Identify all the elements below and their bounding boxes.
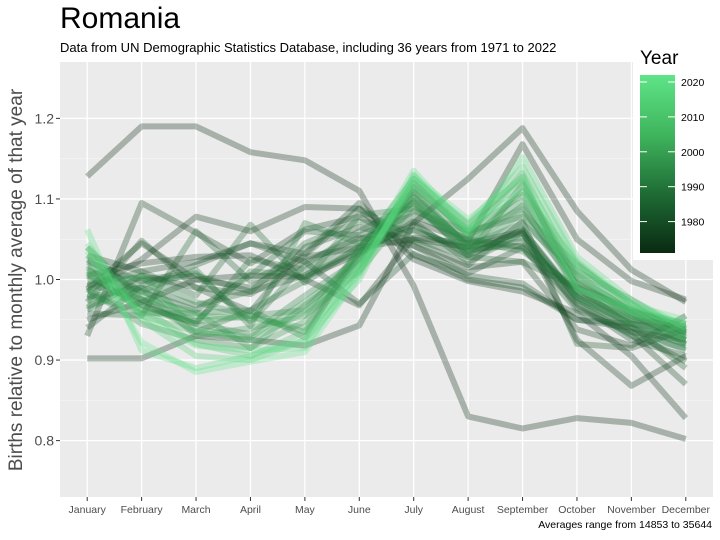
legend-tick-label: 1990	[681, 182, 705, 194]
series-line-1972	[87, 125, 688, 362]
series-line-1985	[86, 221, 687, 330]
series-line-2010	[85, 170, 688, 359]
y-tick-label: 0.9	[35, 352, 55, 368]
series-line-1991	[86, 208, 688, 347]
chart-title: Romania	[60, 2, 181, 35]
series-line-1983	[85, 212, 688, 365]
series-line-1975	[86, 228, 688, 389]
series-line-1996	[85, 183, 687, 335]
x-tick-label: November	[607, 504, 656, 516]
series-line-1974	[85, 204, 689, 421]
series-line-2014	[84, 163, 688, 364]
y-tick-label: 1.2	[35, 110, 55, 126]
series-line-1997	[86, 202, 688, 341]
x-tick-label: May	[295, 504, 316, 516]
major-gridlines	[60, 62, 713, 497]
series-line-1977	[85, 229, 688, 387]
series-line-1993	[85, 179, 687, 339]
x-tick-label: July	[404, 504, 423, 516]
legend-tick-label: 2010	[681, 112, 705, 124]
series-line-2005	[84, 178, 687, 343]
x-axis: January February March April May June July Augu…	[69, 497, 711, 516]
x-tick-label: February	[121, 504, 164, 516]
x-tick-label: January	[69, 504, 107, 516]
series-line-1981	[84, 218, 687, 351]
x-tick-label: October	[558, 504, 596, 516]
series-line-1992	[86, 194, 688, 341]
series-line-1976	[84, 200, 688, 349]
legend-title: Year	[640, 48, 679, 69]
series-line-1994	[87, 181, 687, 333]
x-tick-label: March	[181, 504, 210, 516]
series-line-1984	[87, 205, 688, 371]
series-line-1971	[85, 123, 687, 442]
legend-colorbar	[640, 75, 675, 253]
series-line-2000	[86, 187, 687, 333]
chart-subtitle: Data from UN Demographic Statistics Data…	[60, 40, 557, 55]
series-line-1982	[86, 221, 687, 343]
y-tick-label: 1.0	[35, 272, 55, 288]
legend-tick-label: 1980	[681, 217, 705, 229]
x-tick-label: June	[348, 504, 371, 516]
y-tick-label: 1.1	[35, 191, 55, 207]
y-tick-label: 0.8	[35, 433, 55, 449]
series-line-1979	[85, 234, 687, 347]
series-line-1988	[85, 200, 687, 354]
series-line-1986	[85, 218, 687, 343]
legend-tick-label: 2020	[681, 77, 705, 89]
chart-caption: Averages range from 14853 to 35644	[538, 519, 712, 531]
x-tick-label: April	[240, 504, 261, 516]
y-axis-label: Births relative to monthly average of th…	[6, 88, 27, 471]
series-line-1987	[86, 218, 687, 338]
series-line-1999	[86, 189, 687, 341]
series-lines	[84, 123, 689, 442]
series-line-1973	[86, 141, 687, 323]
series-line-1995	[85, 191, 687, 351]
series-line-2022	[84, 173, 687, 376]
series-line-1980	[85, 240, 687, 335]
series-line-1989	[85, 205, 687, 335]
series-line-1998	[85, 173, 687, 351]
y-axis: 0.8 0.9 1.0 1.1 1.2	[35, 110, 60, 449]
series-line-1990	[86, 187, 687, 351]
series-line-2020	[84, 167, 687, 372]
x-tick-label: August	[452, 504, 485, 516]
x-tick-label: December	[662, 504, 711, 516]
minor-gridlines	[60, 158, 713, 401]
legend: Year 1980 1990 2000 2010 2020	[633, 42, 713, 260]
legend-tick-label: 2000	[681, 147, 705, 159]
series-line-2018	[84, 154, 688, 354]
series-line-1978	[86, 200, 687, 359]
x-tick-label: September	[497, 504, 549, 516]
